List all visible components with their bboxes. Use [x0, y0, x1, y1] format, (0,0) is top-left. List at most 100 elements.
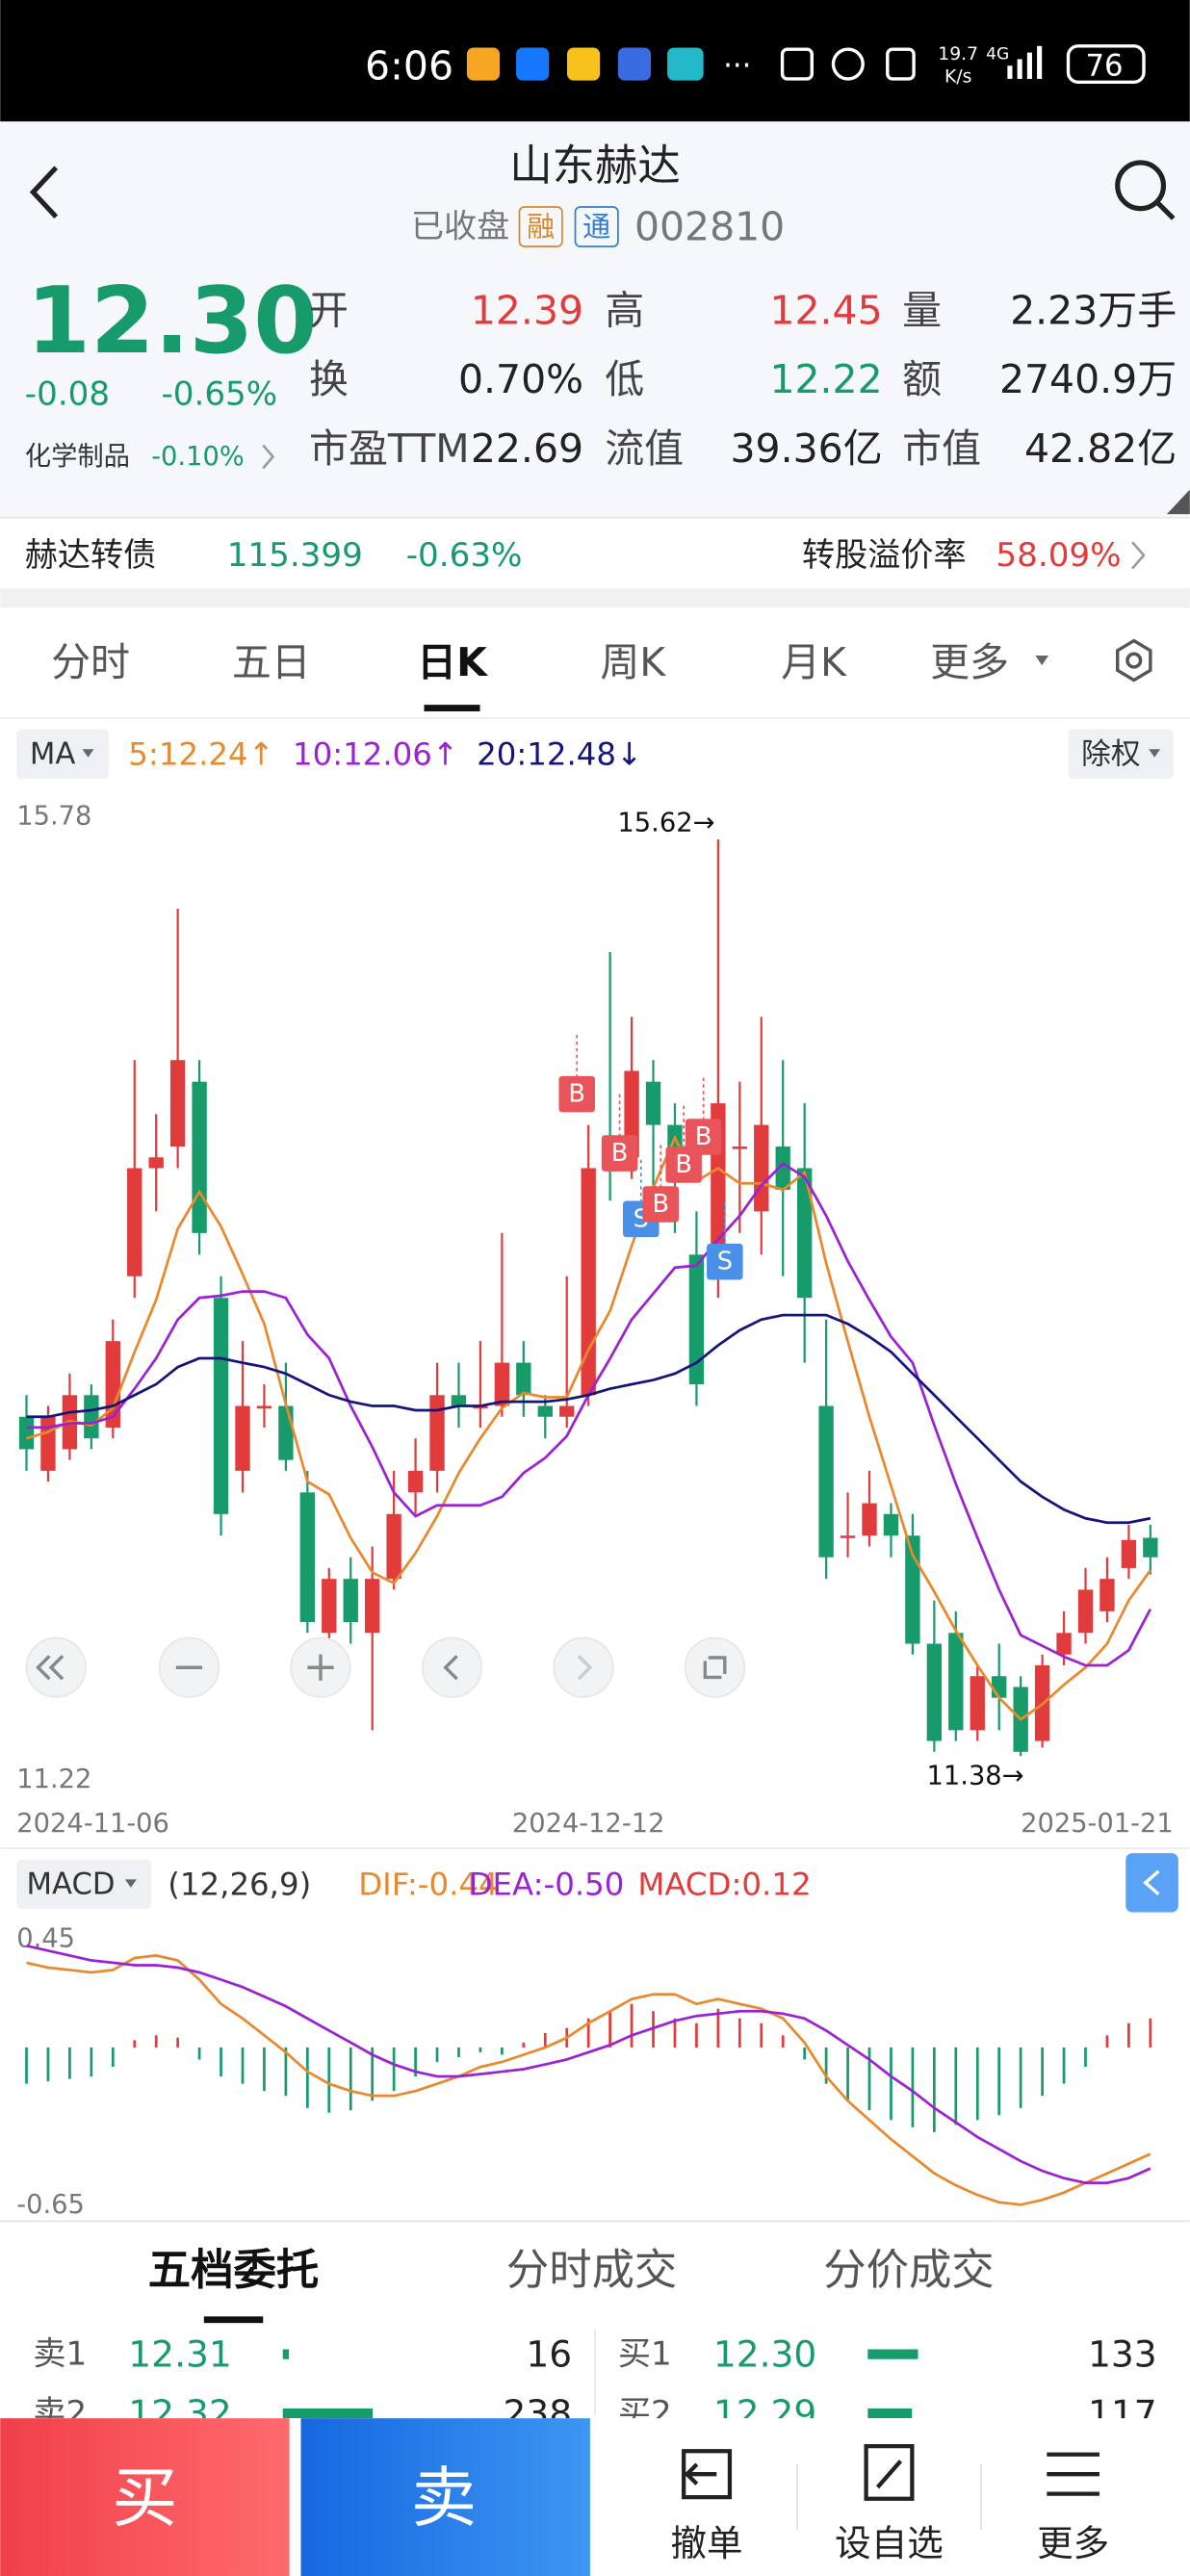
candle-body	[883, 1513, 899, 1536]
bond-name: 赫达转债	[25, 536, 157, 575]
field-label: 开	[309, 288, 349, 334]
ma-line	[26, 1313, 1151, 1525]
indicator-name: MA	[30, 736, 76, 771]
candle-body	[429, 1395, 445, 1471]
action-label[interactable]: 更多	[1037, 2522, 1109, 2564]
trade-mark	[685, 1119, 722, 1155]
chart-nav-button[interactable]	[685, 1636, 746, 1698]
search-button[interactable]	[1115, 160, 1176, 220]
y-tick-label: 11.22	[16, 1765, 91, 1794]
trade-mark	[665, 1146, 702, 1183]
settings-button[interactable]	[1116, 638, 1152, 683]
tab[interactable]: 月K	[781, 639, 847, 685]
field-value: 0.70%	[458, 356, 583, 402]
candle-body	[992, 1676, 1007, 1698]
action-label[interactable]: 撤单	[671, 2522, 743, 2564]
adjust-select[interactable]	[1068, 729, 1174, 779]
ma20: 20:12.48↓	[477, 735, 642, 772]
volume-bar	[867, 2349, 918, 2359]
candle-body	[386, 1513, 401, 1580]
tab[interactable]: 日K	[417, 639, 488, 685]
candle-body	[840, 1535, 856, 1538]
market-status: 已收盘	[411, 208, 509, 246]
dropdown	[1035, 655, 1049, 666]
candle-body	[516, 1362, 531, 1396]
candle-body	[299, 1492, 316, 1623]
field-value: 12.45	[769, 288, 882, 334]
premium: 58.09%	[996, 536, 1121, 575]
order-tab[interactable]: 分价成交	[823, 2246, 994, 2295]
y-tick-label: 0.45	[16, 1923, 75, 1953]
low-annotation: 11.38→	[927, 1761, 1024, 1790]
ma10: 10:12.06↑	[293, 735, 458, 772]
candle-body	[645, 1081, 661, 1125]
candle-body	[278, 1405, 294, 1460]
candle-body	[127, 1168, 142, 1276]
x-tick-label: 2024-12-12	[512, 1809, 665, 1839]
candle-body	[775, 1146, 790, 1190]
dea-label: DEA:-0.50	[469, 1867, 625, 1903]
candle-body	[365, 1579, 380, 1634]
trade-mark-label: B	[611, 1139, 629, 1168]
back-button[interactable]	[29, 166, 59, 219]
candle-body	[796, 1168, 813, 1299]
time: 6:06	[365, 42, 453, 89]
order-label: 卖1	[33, 2335, 87, 2374]
header-bg	[0, 121, 1190, 516]
field-value: 12.39	[471, 288, 583, 334]
candle-body	[192, 1081, 207, 1233]
chevron	[1131, 541, 1146, 570]
buy-button[interactable]	[0, 2418, 290, 2576]
tab[interactable]: 更多	[930, 639, 1009, 685]
tab[interactable]: 分时	[51, 639, 130, 685]
order-tab[interactable]: 五档委托	[148, 2246, 319, 2295]
settings-icon	[1125, 652, 1143, 669]
candle-body	[494, 1362, 510, 1406]
candle-body	[213, 1298, 229, 1514]
x-tick-label: 2024-11-06	[16, 1809, 169, 1839]
corner-mark	[1166, 489, 1190, 515]
badge	[574, 206, 619, 247]
macd-line	[26, 1954, 1151, 2206]
volume-bar	[867, 2408, 913, 2419]
macd-label: MACD:0.12	[637, 1867, 811, 1903]
macd-params: (12,26,9)	[168, 1867, 311, 1903]
tab[interactable]: 五日	[232, 639, 311, 685]
candle-body	[559, 1405, 575, 1417]
sell-button[interactable]	[300, 2418, 590, 2576]
more: ···	[723, 48, 751, 83]
order-price: 12.31	[128, 2333, 231, 2376]
chart-nav-button[interactable]	[421, 1636, 483, 1698]
badge-label: 融	[527, 211, 555, 244]
trade-mark	[601, 1135, 638, 1172]
collapse-button[interactable]	[1125, 1853, 1178, 1913]
field-value: 22.69	[471, 425, 583, 472]
trade-mark	[642, 1186, 680, 1223]
candle-body	[537, 1405, 553, 1417]
indicator-select[interactable]	[16, 729, 109, 779]
chart-nav-button[interactable]	[553, 1636, 614, 1698]
macd-select[interactable]	[16, 1859, 152, 1910]
action-label[interactable]: 设自选	[835, 2522, 944, 2564]
candle-body	[40, 1416, 56, 1471]
speed-unit: K/s	[944, 67, 971, 88]
candle-body	[407, 1470, 424, 1493]
trade-mark	[558, 1075, 595, 1113]
chart-nav-icon	[703, 1656, 727, 1680]
action-icon	[682, 2449, 733, 2500]
candle-body	[84, 1395, 99, 1439]
candle-body	[169, 1060, 186, 1147]
chart-nav-button[interactable]	[25, 1636, 87, 1698]
field-label: 市值	[902, 425, 981, 472]
gap	[0, 587, 1190, 608]
order-tab[interactable]: 分时成交	[506, 2246, 677, 2295]
tab[interactable]: 周K	[600, 639, 666, 685]
macd-title: MACD	[27, 1868, 116, 1902]
field-value: 42.82亿	[1024, 425, 1177, 472]
candle-body	[818, 1405, 834, 1558]
candle-body	[1056, 1633, 1072, 1655]
tab-underline	[203, 2316, 264, 2324]
ma-line	[26, 1134, 1151, 1721]
